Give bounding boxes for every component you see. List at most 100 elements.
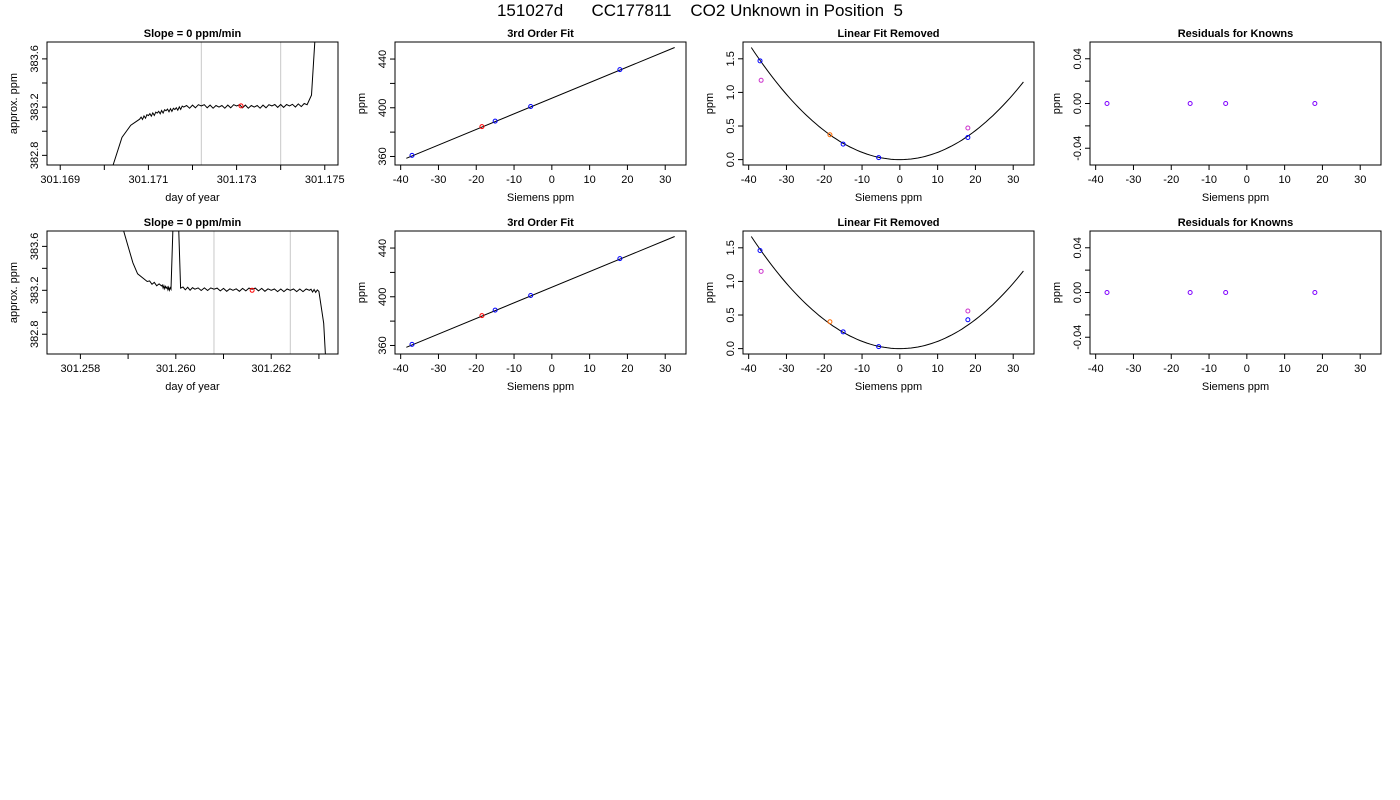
data-point xyxy=(1312,101,1318,106)
data-point xyxy=(840,329,846,335)
data-point xyxy=(757,58,763,64)
x-tick-label: -40 xyxy=(393,363,409,375)
data-point xyxy=(492,118,498,124)
x-tick-label: -40 xyxy=(1088,174,1104,186)
x-tick-label: -20 xyxy=(816,363,832,375)
data-point xyxy=(492,307,498,313)
x-tick-label: 301.260 xyxy=(156,363,196,375)
x-axis-label: Siemens ppm xyxy=(855,192,922,204)
x-tick-label: -20 xyxy=(468,174,484,186)
y-axis-label: ppm xyxy=(356,282,368,303)
y-tick-label: 1.5 xyxy=(725,51,737,66)
y-axis-label: ppm xyxy=(1051,282,1063,303)
data-point xyxy=(1104,101,1110,106)
x-tick-label: -10 xyxy=(506,363,522,375)
x-tick-label: -40 xyxy=(393,174,409,186)
data-point xyxy=(409,341,415,347)
data-point xyxy=(1223,290,1229,295)
x-tick-label: -40 xyxy=(741,174,757,186)
x-tick-label: 10 xyxy=(1279,174,1291,186)
plot-frame xyxy=(46,230,339,355)
data-point xyxy=(827,319,833,325)
y-tick-label: 383.2 xyxy=(29,277,41,305)
plot-frame xyxy=(46,41,339,166)
x-tick-label: -30 xyxy=(431,174,447,186)
chart-panel-5: Slope = 0 ppm/min 301.258 301.260 301.262 da… xyxy=(8,217,339,393)
x-tick-label: 301.171 xyxy=(129,174,169,186)
y-tick-label: 1.5 xyxy=(725,240,737,255)
x-tick-label: 301.175 xyxy=(305,174,345,186)
plot-frame xyxy=(742,41,1035,166)
data-point xyxy=(1187,101,1193,106)
x-axis-label: day of year xyxy=(165,381,220,393)
x-tick-label: 20 xyxy=(1316,363,1328,375)
data-point xyxy=(479,124,485,130)
x-tick-label: 301.173 xyxy=(217,174,257,186)
data-point xyxy=(965,125,971,131)
panel-title: Slope = 0 ppm/min xyxy=(144,217,242,229)
y-tick-label: 382.8 xyxy=(29,320,41,348)
y-tick-label: 0.00 xyxy=(1072,282,1084,303)
x-tick-label: -30 xyxy=(779,174,795,186)
y-tick-label: 440 xyxy=(377,50,389,68)
x-axis-label: Siemens ppm xyxy=(1202,192,1269,204)
x-tick-label: 30 xyxy=(659,174,671,186)
plot-frame xyxy=(394,230,687,355)
x-tick-label: 20 xyxy=(969,174,981,186)
y-tick-label: 1.0 xyxy=(725,274,737,289)
x-tick-label: 0 xyxy=(549,363,555,375)
chart-panel-6: 3rd Order Fit -40 -30 -20 -10 0 10 20 30 Siemens … xyxy=(356,217,687,393)
x-tick-label: 20 xyxy=(969,363,981,375)
x-tick-label: -30 xyxy=(1126,174,1142,186)
y-tick-label: -0.04 xyxy=(1072,136,1084,161)
x-tick-label: -20 xyxy=(816,174,832,186)
y-axis-label: ppm xyxy=(704,93,716,114)
y-tick-label: 0.5 xyxy=(725,118,737,133)
x-tick-label: 20 xyxy=(621,174,633,186)
y-tick-label: 382.8 xyxy=(29,142,41,170)
fit-curve xyxy=(750,47,1024,161)
chart-panel-3: Linear Fit Removed -40 -30 -20 -10 0 10 20 30 Sie… xyxy=(704,28,1035,204)
x-tick-label: -30 xyxy=(1126,363,1142,375)
page-title: 151027d CC177811 CO2 Unknown in Position… xyxy=(496,1,904,20)
x-tick-label: 0 xyxy=(1244,174,1250,186)
fit-line xyxy=(406,47,675,159)
data-point xyxy=(840,141,846,147)
x-tick-label: 10 xyxy=(584,174,596,186)
chart-panel-2: 3rd Order Fit -40 -30 -20 -10 0 10 20 30 Siemens … xyxy=(356,28,687,204)
x-tick-label: 301.169 xyxy=(40,174,80,186)
x-tick-label: 10 xyxy=(932,174,944,186)
x-tick-label: 10 xyxy=(932,363,944,375)
x-tick-label: -40 xyxy=(741,363,757,375)
x-tick-label: 30 xyxy=(1007,363,1019,375)
panel-title: Residuals for Knowns xyxy=(1178,28,1294,40)
fit-curve xyxy=(750,236,1024,350)
y-tick-label: 360 xyxy=(377,147,389,165)
data-point xyxy=(1187,290,1193,295)
x-tick-label: -20 xyxy=(1163,174,1179,186)
plot-frame xyxy=(394,41,687,166)
data-point xyxy=(876,344,882,350)
x-tick-label: -10 xyxy=(1201,174,1217,186)
y-tick-label: 0.0 xyxy=(725,152,737,167)
data-point xyxy=(528,104,534,110)
data-point xyxy=(528,293,534,299)
y-tick-label: 0.00 xyxy=(1072,93,1084,114)
y-tick-label: 0.0 xyxy=(725,341,737,356)
panel-title: Linear Fit Removed xyxy=(837,28,939,40)
fit-line xyxy=(406,236,675,348)
panel-title: 3rd Order Fit xyxy=(507,217,574,229)
x-tick-label: -10 xyxy=(506,174,522,186)
chart-panel-4: Residuals for Knowns -40 -30 -20 -10 0 10 20 30 S… xyxy=(1051,28,1382,204)
x-tick-label: 30 xyxy=(1007,174,1019,186)
y-axis-label: approx. ppm xyxy=(8,262,20,323)
x-tick-label: 10 xyxy=(1279,363,1291,375)
data-point xyxy=(617,67,623,73)
x-tick-label: -20 xyxy=(468,363,484,375)
plot-frame xyxy=(742,230,1035,355)
y-tick-label: -0.04 xyxy=(1072,325,1084,350)
data-point xyxy=(1223,101,1229,106)
y-axis-label: approx. ppm xyxy=(8,73,20,134)
x-tick-label: 0 xyxy=(897,174,903,186)
x-tick-label: -10 xyxy=(854,363,870,375)
